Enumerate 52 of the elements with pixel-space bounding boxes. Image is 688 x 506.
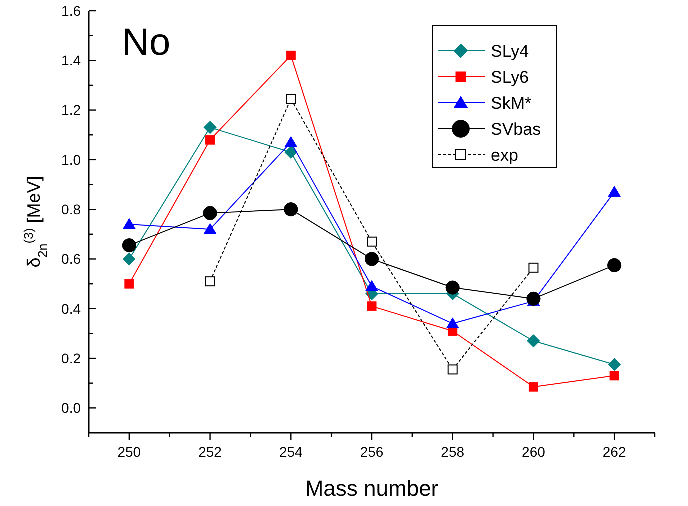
point — [286, 50, 296, 60]
y-tick-label: 1.6 — [62, 2, 82, 19]
point — [122, 252, 136, 266]
point — [448, 364, 458, 375]
x-tick-label: 260 — [522, 444, 546, 460]
y-tick-label: 1.0 — [62, 152, 82, 168]
point — [284, 136, 298, 148]
point — [608, 258, 622, 273]
y-tick-label: 0.0 — [62, 400, 82, 416]
point — [446, 318, 460, 329]
x-tick-label: 254 — [279, 444, 304, 460]
x-tick-label: 262 — [602, 444, 626, 460]
point — [528, 262, 539, 273]
point — [366, 280, 378, 292]
y-tick-label: 0.6 — [62, 251, 82, 268]
y-tick-label: 1.2 — [62, 102, 82, 118]
point — [284, 146, 298, 160]
legend-label: SkM* — [491, 94, 532, 113]
legend-label: exp — [491, 146, 518, 165]
legend-label: SLy4 — [491, 42, 530, 61]
point — [528, 382, 538, 392]
point — [608, 358, 622, 372]
point — [367, 302, 377, 312]
x-tick-label: 250 — [118, 444, 142, 460]
point — [367, 236, 377, 247]
legend-label: SLy6 — [491, 68, 530, 87]
x-tick-label: 258 — [441, 444, 465, 460]
y-tick-label: 0.2 — [62, 350, 82, 366]
point — [364, 252, 380, 266]
point — [610, 371, 620, 381]
point — [124, 279, 134, 289]
point — [284, 202, 298, 217]
x-axis-title: Mass number — [305, 476, 439, 501]
point — [204, 223, 217, 234]
point — [123, 218, 136, 230]
point — [122, 238, 136, 253]
y-tick-label: 0.8 — [62, 201, 82, 218]
x-tick-label: 256 — [360, 444, 384, 460]
legend-label: SVbas — [491, 120, 542, 139]
point — [206, 135, 216, 145]
y-tick-label: 1.4 — [62, 52, 82, 69]
point — [286, 94, 296, 104]
point — [527, 334, 540, 348]
point — [446, 280, 460, 295]
point — [205, 276, 216, 287]
chart-title: No — [122, 22, 171, 64]
point — [203, 206, 218, 220]
point — [204, 121, 217, 134]
x-tick-label: 252 — [198, 444, 222, 460]
point — [608, 186, 621, 197]
y-tick-label: 0.4 — [62, 300, 82, 317]
point — [526, 292, 541, 306]
